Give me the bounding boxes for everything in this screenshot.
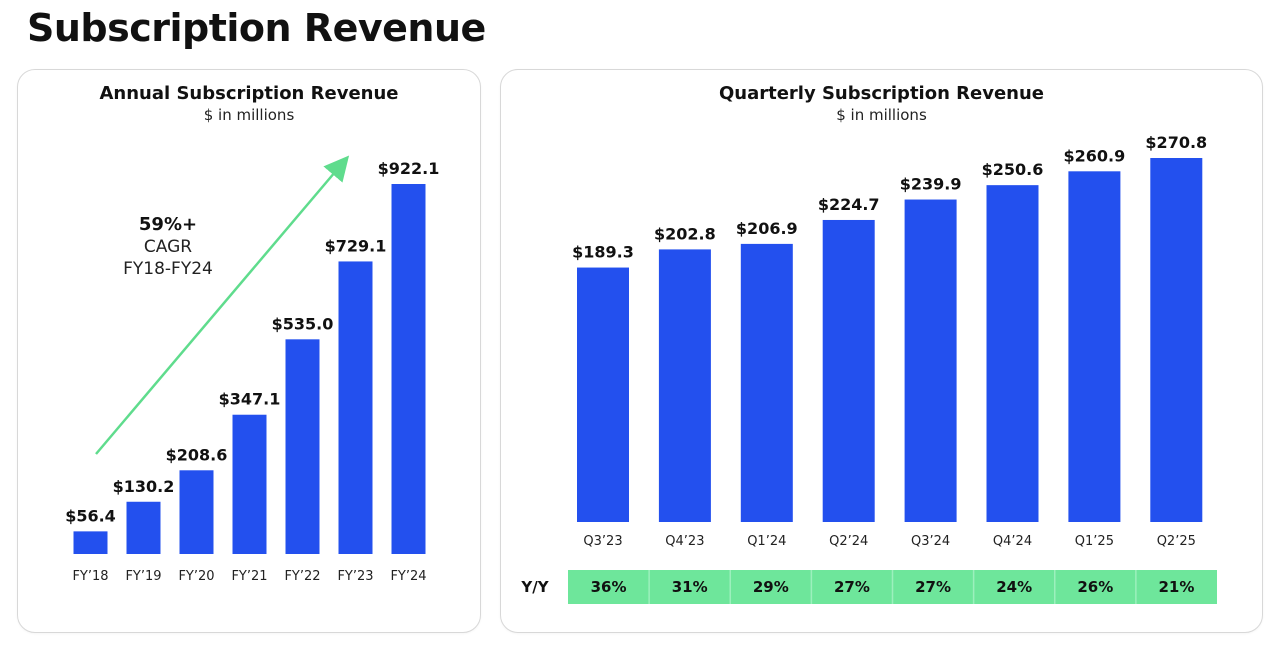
annual-bar-chart: $56.4 FY’18 $130.2 FY’19 $208.6 FY’20 $347.1 FY… [65,159,439,584]
quarterly-bar-chart: $189.3 Q3’23 $202.8 Q4’23 $206.9 Q1’24 $224.7 Q… [572,133,1207,549]
quarterly-bar [822,219,875,522]
cagr-annotation: 59%+ CAGR FY18-FY24 [95,155,350,455]
yoy-label: Y/Y [520,578,549,596]
annual-value-label: $208.6 [166,445,228,464]
quarterly-bar [1150,158,1203,522]
quarterly-value-label: $202.8 [654,224,716,243]
quarterly-tick-label: Q2’24 [829,534,868,549]
annual-bar [126,501,161,554]
cagr-label: CAGR [144,237,192,257]
quarterly-tick-label: Q2’25 [1157,534,1196,549]
quarterly-bar [904,199,957,522]
quarterly-tick-label: Q4’24 [993,534,1032,549]
quarterly-chart-subtitle: $ in millions [836,106,927,124]
quarterly-value-label: $224.7 [818,195,880,214]
annual-chart-subtitle: $ in millions [203,106,295,124]
quarterly-tick-label: Q4’23 [665,534,704,549]
quarterly-bar [658,249,711,522]
yoy-value: 27% [915,578,951,596]
quarterly-chart-title: Quarterly Subscription Revenue [718,83,1045,104]
quarterly-value-label: $250.6 [982,160,1044,179]
quarterly-bar [986,185,1039,522]
annual-tick-label: FY’20 [178,569,214,584]
quarterly-tick-label: Q1’24 [747,534,786,549]
quarterly-value-label: $189.3 [572,243,634,262]
yoy-value: 36% [591,578,627,596]
annual-bar [232,414,267,554]
quarterly-bar [1068,171,1121,522]
yoy-value: 21% [1158,578,1194,596]
growth-arrow [95,155,350,455]
annual-tick-label: FY’21 [231,569,267,584]
quarterly-bar [577,267,629,522]
annual-tick-label: FY’18 [72,569,108,584]
quarterly-tick-label: Q3’24 [911,534,950,549]
yoy-value: 31% [672,578,708,596]
quarterly-value-label: $206.9 [736,219,798,238]
annual-value-label: $729.1 [325,236,387,255]
cagr-percent: 59%+ [139,214,197,235]
annual-chart-title: Annual Subscription Revenue [99,83,399,104]
cagr-range: FY18-FY24 [123,259,213,279]
annual-bar [179,470,214,554]
yoy-growth-row: Y/Y 36% 31% 29% 27% 27% 24% 26% 21% [520,570,1217,604]
annual-bar [391,184,426,554]
annual-tick-label: FY’23 [337,569,373,584]
yoy-value: 29% [753,578,789,596]
page-title: Subscription Revenue [27,6,486,50]
quarterly-tick-label: Q1’25 [1075,534,1114,549]
annual-value-label: $347.1 [219,390,281,409]
quarterly-tick-label: Q3’23 [583,534,622,549]
annual-tick-label: FY’19 [125,569,161,584]
annual-bar [73,531,108,554]
quarterly-value-label: $239.9 [900,175,962,194]
quarterly-value-label: $270.8 [1145,133,1207,152]
annual-value-label: $922.1 [378,159,440,178]
annual-tick-label: FY’22 [284,569,320,584]
annual-value-label: $130.2 [113,477,175,496]
annual-value-label: $535.0 [272,314,334,333]
yoy-value: 24% [996,578,1032,596]
annual-bar [338,261,373,554]
yoy-value: 27% [834,578,870,596]
yoy-value: 26% [1077,578,1113,596]
quarterly-bar [740,243,793,523]
annual-tick-label: FY’24 [390,569,426,584]
annual-value-label: $56.4 [65,506,116,525]
annual-bar [285,339,320,554]
quarterly-value-label: $260.9 [1064,146,1126,165]
